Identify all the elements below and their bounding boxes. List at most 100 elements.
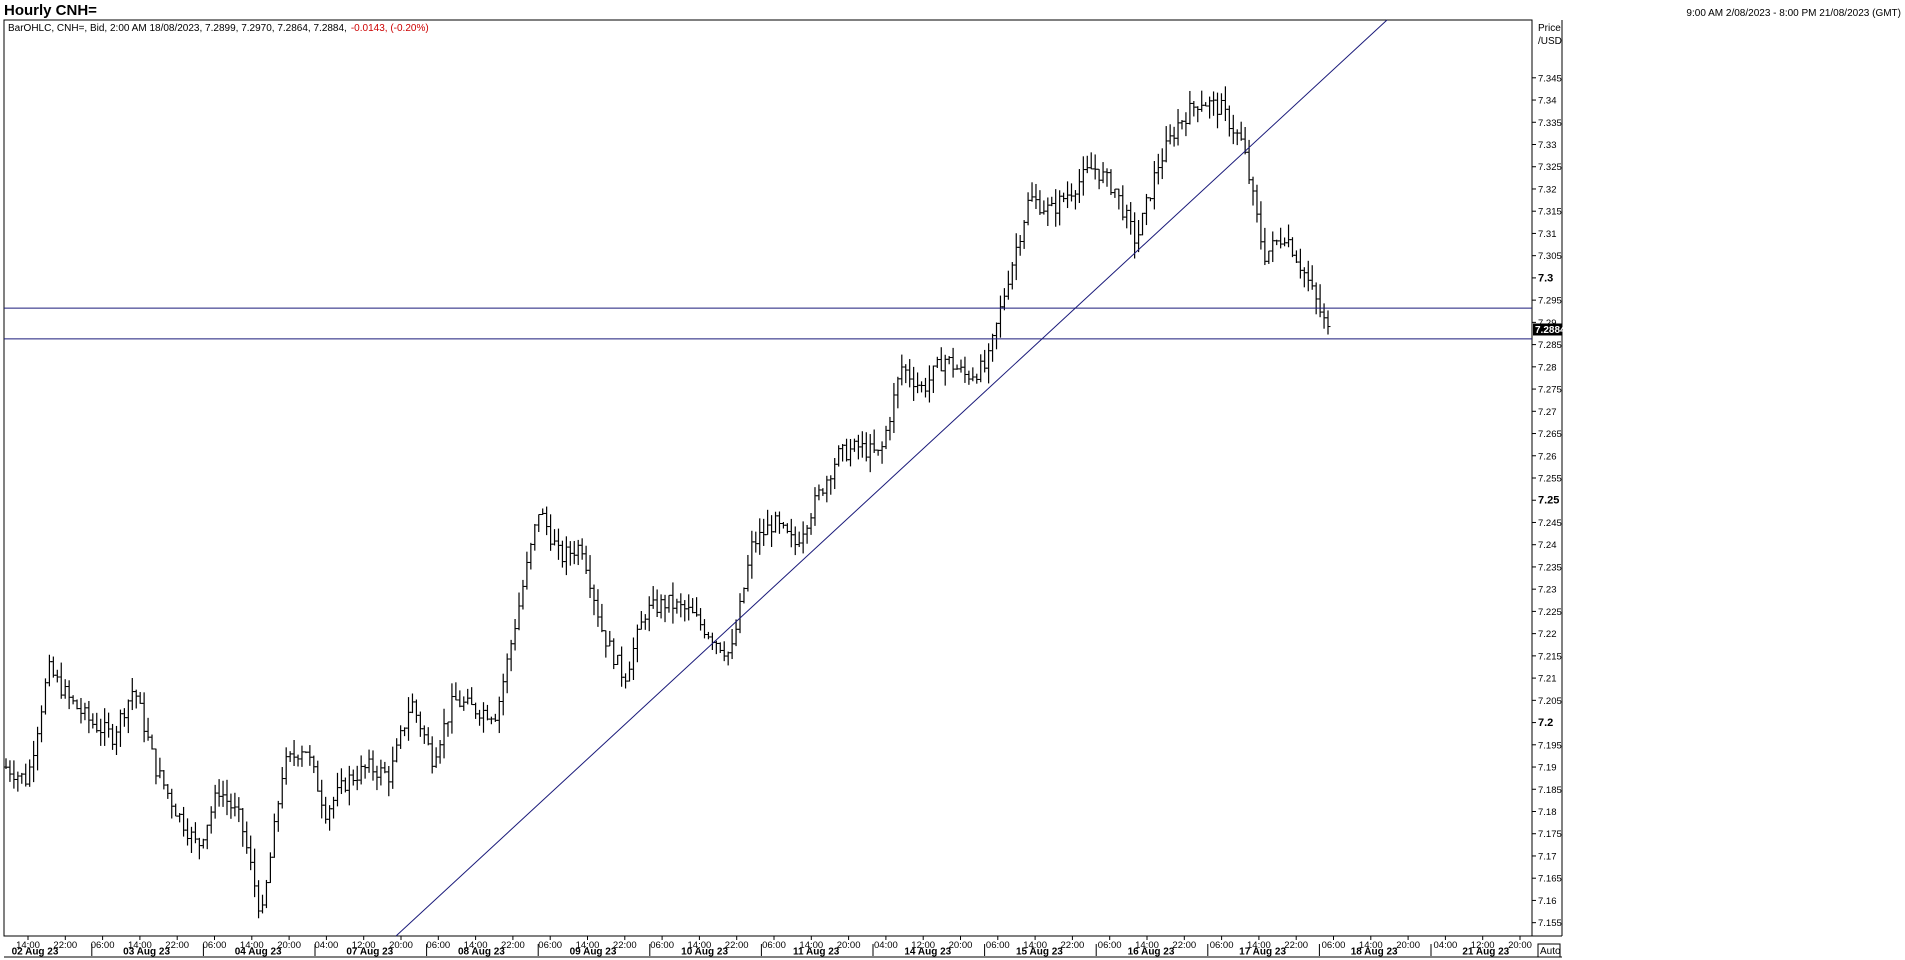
time-tick-label: 06:00	[762, 940, 786, 951]
price-tick-label: 7.33	[1538, 140, 1557, 151]
price-tick-label: 7.265	[1538, 429, 1562, 440]
price-tick-label: 7.245	[1538, 518, 1562, 529]
day-label: 09 Aug 23	[570, 947, 617, 958]
price-tick-label: 7.255	[1538, 474, 1562, 485]
price-tick-label: 7.295	[1538, 296, 1562, 307]
price-tick-label: 7.215	[1538, 651, 1562, 662]
time-tick-label: 04:00	[315, 940, 339, 951]
plot-frame	[3, 19, 1533, 937]
price-tick-label: 7.155	[1538, 918, 1562, 929]
price-axis-frame	[1532, 20, 1902, 936]
time-tick-label: 14:00	[688, 940, 712, 951]
price-tick-label: 7.285	[1538, 340, 1562, 351]
time-tick-label: 22:00	[1284, 940, 1308, 951]
price-tick-label: 7.24	[1538, 540, 1557, 551]
date-range: 9:00 AM 2/08/2023 - 8:00 PM 21/08/2023 (…	[1686, 8, 1901, 19]
last-price-label: 7.2884	[1535, 325, 1566, 336]
price-tick-label: 7.26	[1538, 451, 1557, 462]
price-tick-label: 7.34	[1538, 96, 1557, 107]
horizontal-lines	[4, 307, 1532, 340]
time-tick-label: 14:00	[128, 940, 152, 951]
price-tick-label: 7.315	[1538, 207, 1562, 218]
time-tick-label: 06:00	[1210, 940, 1234, 951]
time-tick-label: 22:00	[1172, 940, 1196, 951]
day-label: 10 Aug 23	[681, 947, 728, 958]
time-tick-label: 06:00	[986, 940, 1010, 951]
auto-scale-button[interactable]	[1537, 943, 1561, 958]
time-tick-label: 14:00	[576, 940, 600, 951]
time-tick-label: 22:00	[725, 940, 749, 951]
price-axis-label-price: Price	[1538, 23, 1561, 34]
price-tick-label: 7.21	[1538, 674, 1557, 685]
chart-title: Hourly CNH=	[4, 2, 97, 19]
time-tick-label: 14:00	[1247, 940, 1271, 951]
day-label: 21 Aug 23	[1462, 947, 1509, 958]
price-tick-label: 7.18	[1538, 807, 1557, 818]
price-tick-label: 7.23	[1538, 585, 1557, 596]
time-tick-label: 14:00	[1023, 940, 1047, 951]
day-label: 08 Aug 23	[458, 947, 505, 958]
price-tick-label: 7.17	[1538, 851, 1557, 862]
time-tick-label: 06:00	[538, 940, 562, 951]
price-tick-label: 7.31	[1538, 229, 1557, 240]
price-tick-label: 7.205	[1538, 696, 1562, 707]
price-ticks: 7.155 7.16 7.165 7.17 7.175 7.18 7.185 7.19 7.19…	[1532, 73, 1562, 929]
time-tick-label: 14:00	[240, 940, 264, 951]
price-tick-label: 7.32	[1538, 184, 1557, 195]
day-label: 16 Aug 23	[1128, 947, 1175, 958]
auto-scale-label: Auto	[1540, 946, 1561, 957]
day-label: 17 Aug 23	[1239, 947, 1286, 958]
price-axis-label-unit: /USD	[1538, 36, 1562, 47]
price-tick-label: 7.16	[1538, 896, 1557, 907]
price-tick-label: 7.335	[1538, 118, 1562, 129]
price-tick-label: 7.3	[1538, 272, 1553, 284]
time-tick-label: 22:00	[613, 940, 637, 951]
time-tick-label: 06:00	[91, 940, 115, 951]
last-price-box	[1533, 323, 1562, 336]
time-tick-label: 06:00	[203, 940, 227, 951]
legend-prefix: BarOHLC, CNH=, Bid, 2:00 AM 18/08/2023, …	[8, 23, 347, 34]
time-tick-label: 04:00	[1434, 940, 1458, 951]
trendline[interactable]	[395, 19, 1388, 937]
time-tick-label: 22:00	[53, 940, 77, 951]
time-tick-label: 12:00	[352, 940, 376, 951]
time-tick-label: 12:00	[1471, 940, 1495, 951]
price-tick-label: 7.165	[1538, 874, 1562, 885]
price-tick-label: 7.325	[1538, 162, 1562, 173]
price-tick-label: 7.29	[1538, 318, 1557, 329]
price-tick-label: 7.235	[1538, 562, 1562, 573]
time-tick-label: 14:00	[1359, 940, 1383, 951]
legend-change: -0.0143, (-0.20%)	[351, 23, 429, 34]
time-tick-label: 22:00	[501, 940, 525, 951]
day-label: 04 Aug 23	[235, 947, 282, 958]
price-tick-label: 7.225	[1538, 607, 1562, 618]
last-price-marker: 7.2884	[1533, 323, 1566, 336]
time-tick-label: 14:00	[799, 940, 823, 951]
time-tick-label: 20:00	[389, 940, 413, 951]
price-tick-label: 7.345	[1538, 73, 1562, 84]
ohlc-bars	[3, 86, 1331, 919]
day-label: 02 Aug 23	[12, 947, 59, 958]
day-label: 15 Aug 23	[1016, 947, 1063, 958]
time-tick-label: 20:00	[949, 940, 973, 951]
time-tick-label: 06:00	[1322, 940, 1346, 951]
price-tick-label: 7.175	[1538, 829, 1562, 840]
day-label: 11 Aug 23	[793, 947, 840, 958]
time-tick-label: 06:00	[650, 940, 674, 951]
time-tick-label: 06:00	[1098, 940, 1122, 951]
time-tick-label: 12:00	[911, 940, 935, 951]
price-tick-label: 7.275	[1538, 385, 1562, 396]
price-tick-label: 7.195	[1538, 740, 1562, 751]
time-tick-label: 06:00	[426, 940, 450, 951]
price-tick-label: 7.28	[1538, 362, 1557, 373]
time-tick-label: 20:00	[1396, 940, 1420, 951]
day-label: 14 Aug 23	[904, 947, 951, 958]
trendline-group	[395, 19, 1388, 937]
time-tick-label: 14:00	[16, 940, 40, 951]
day-label: 07 Aug 23	[346, 947, 393, 958]
time-tick-label: 20:00	[837, 940, 861, 951]
ohlc-bar	[1325, 310, 1331, 335]
time-tick-label: 22:00	[165, 940, 189, 951]
price-tick-label: 7.27	[1538, 407, 1557, 418]
